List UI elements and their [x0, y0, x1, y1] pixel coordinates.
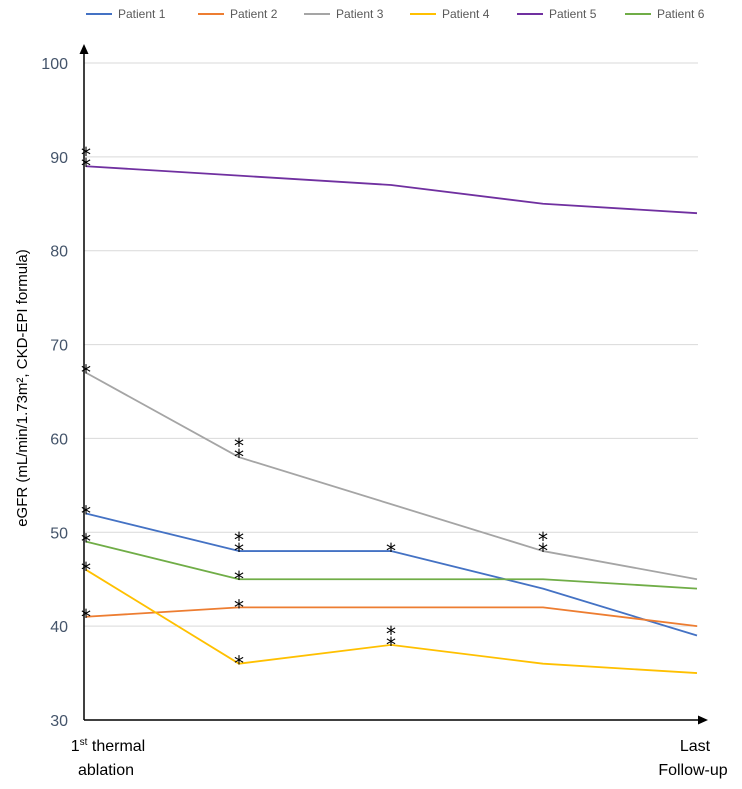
y-tick-label: 50 — [50, 525, 68, 542]
significance-star: * — [234, 652, 244, 676]
x-label-first-line2: ablation — [78, 762, 134, 779]
series-line-patient-6 — [85, 540, 698, 590]
significance-star: * — [386, 539, 396, 563]
significance-star: * — [81, 502, 91, 526]
significance-star: * — [538, 539, 548, 563]
y-tick-label: 60 — [50, 431, 68, 448]
significance-star: * — [81, 143, 91, 167]
significance-star: * — [81, 154, 91, 178]
significance-star: * — [234, 567, 244, 591]
y-tick-label: 90 — [50, 150, 68, 167]
significance-star: * — [234, 434, 244, 458]
significance-star: * — [234, 595, 244, 619]
legend-label-patient-6: Patient 6 — [657, 7, 705, 21]
series-line-patient-1 — [85, 512, 698, 637]
legend-label-patient-2: Patient 2 — [230, 7, 278, 21]
y-axis-ticks: 30 40 50 60 70 80 90 100 — [41, 56, 68, 730]
legend-label-patient-4: Patient 4 — [442, 7, 490, 21]
y-axis-title: eGFR (mL/min/1.73m², CKD-EPI formula) — [14, 249, 31, 527]
y-tick-label: 30 — [50, 713, 68, 730]
significance-star: * — [81, 530, 91, 554]
significance-star: * — [538, 528, 548, 552]
series-line-patient-3 — [85, 371, 698, 581]
y-tick-label: 80 — [50, 244, 68, 261]
significance-star: * — [81, 558, 91, 582]
series-line-patient-5 — [85, 165, 698, 215]
significance-star: * — [81, 361, 91, 385]
x-axis-labels: 1st thermal ablation Last Follow-up — [71, 737, 728, 779]
x-label-first-line1: 1st thermal — [71, 737, 145, 755]
significance-star: * — [234, 445, 244, 469]
x-label-last-line2: Follow-up — [658, 762, 727, 779]
y-tick-label: 40 — [50, 619, 68, 636]
significance-star: * — [234, 528, 244, 552]
significance-star: * — [81, 605, 91, 629]
significance-star: * — [386, 622, 396, 646]
legend-label-patient-1: Patient 1 — [118, 7, 166, 21]
legend: Patient 1 Patient 2 Patient 3 Patient 4 Pati… — [86, 7, 705, 21]
axes — [79, 44, 708, 725]
legend-label-patient-5: Patient 5 — [549, 7, 597, 21]
x-axis-arrow — [698, 715, 708, 725]
y-tick-label: 100 — [41, 56, 68, 73]
significance-star: * — [234, 539, 244, 563]
gridlines — [84, 62, 698, 627]
significance-star: * — [386, 633, 396, 657]
series-lines — [85, 165, 698, 674]
y-tick-label: 70 — [50, 338, 68, 355]
x-label-last-line1: Last — [680, 738, 711, 755]
significance-markers: *** ** ************** — [81, 143, 548, 675]
legend-label-patient-3: Patient 3 — [336, 7, 384, 21]
series-line-patient-4 — [85, 569, 698, 674]
series-line-patient-2 — [85, 606, 698, 628]
y-axis-arrow — [79, 44, 89, 54]
